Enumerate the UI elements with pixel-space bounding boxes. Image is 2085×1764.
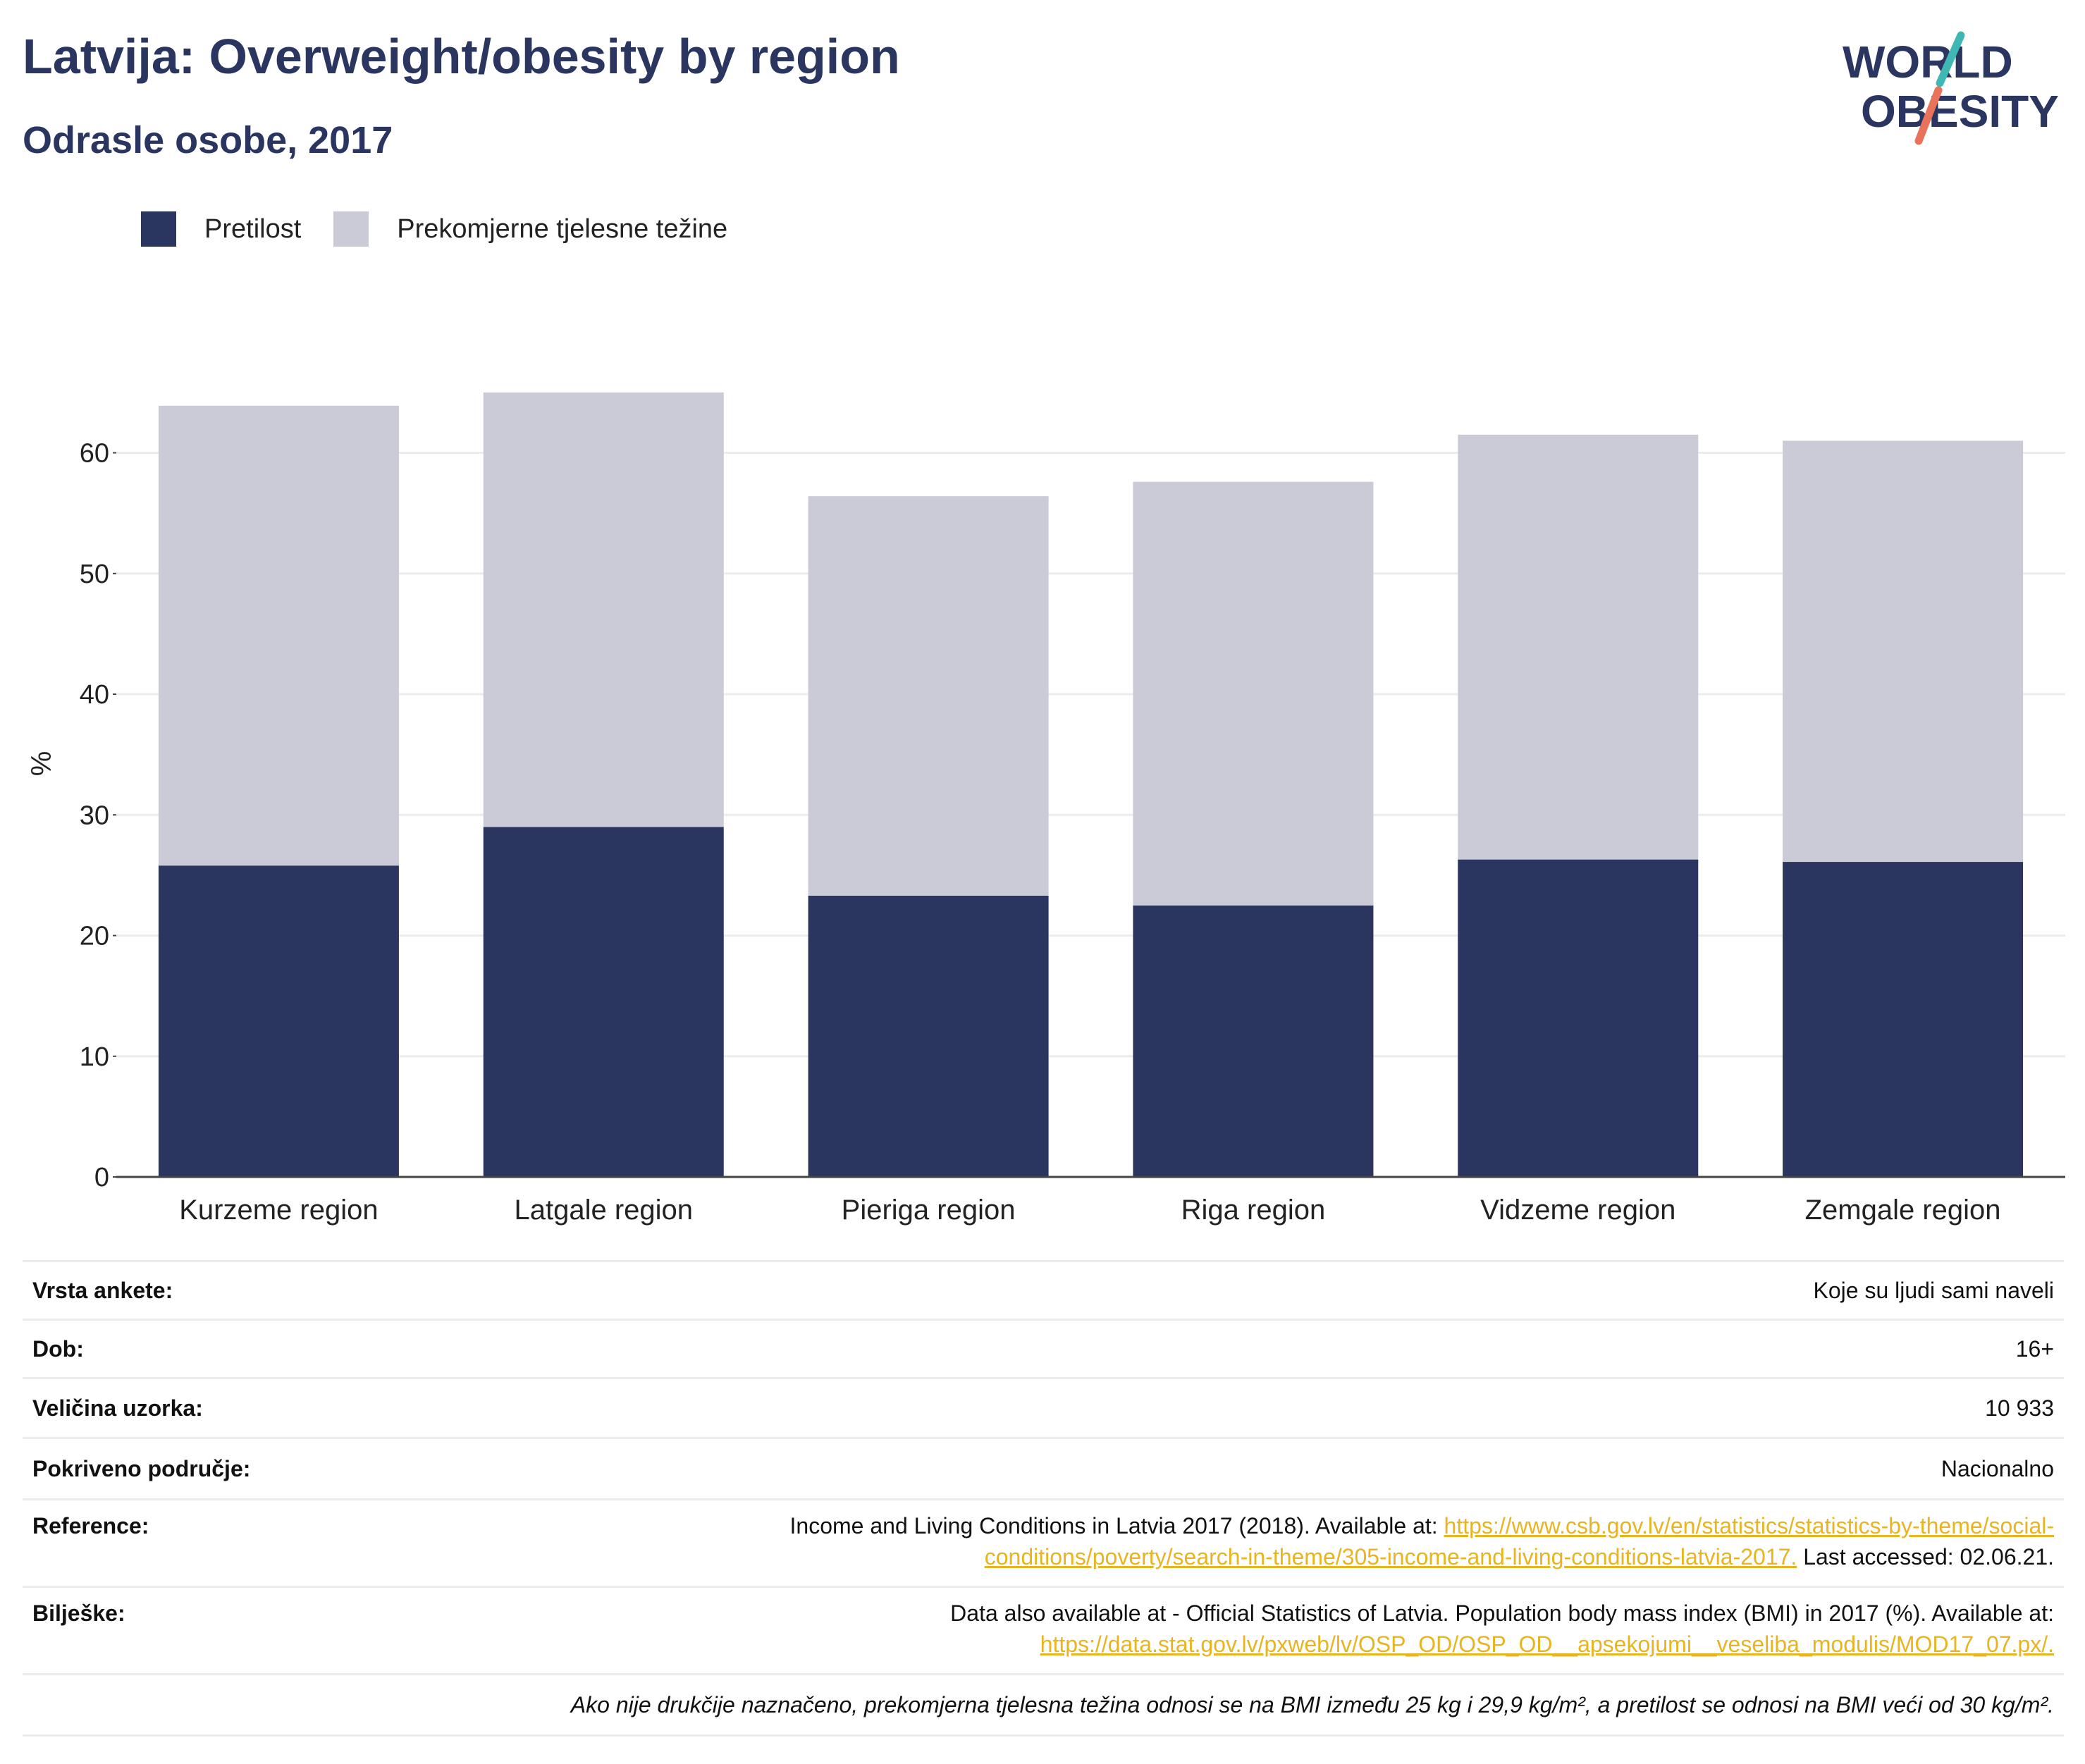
y-tick-label: 10 <box>80 1042 109 1072</box>
meta-label-sample: Veličina uzorka: <box>32 1395 203 1421</box>
meta-value-reference: Income and Living Conditions in Latvia 2… <box>23 1510 2064 1572</box>
chart-title: Latvija: Overweight/obesity by region <box>23 29 900 84</box>
meta-row-notes: Bilješke: Data also available at - Offic… <box>23 1586 2064 1673</box>
meta-label-reference: Reference: <box>32 1513 149 1538</box>
legend-label-obesity: Pretilost <box>204 214 302 244</box>
meta-label-survey: Vrsta ankete: <box>32 1278 173 1303</box>
bar-obesity-5[interactable] <box>1458 859 1699 1177</box>
y-tick-label: 20 <box>80 922 109 951</box>
legend-item-overweight[interactable]: Prekomjerne tjelesne težine <box>333 211 727 247</box>
bar-chart: 0 10 20 30 40 50 60% Kurzeme region Latgale regi… <box>26 392 2065 1226</box>
meta-row-age: Dob: 16+ <box>23 1319 2064 1377</box>
reference-link-part-1[interactable]: https://www.csb.gov.lv/en/statistics/sta… <box>1444 1513 2054 1538</box>
y-axis-label: % <box>26 751 57 777</box>
x-tick-label: Vidzeme region <box>1480 1195 1675 1226</box>
logo-line-1: WORLD <box>1843 37 2013 87</box>
meta-value-age: 16+ <box>2015 1336 2054 1362</box>
meta-value-survey: Koje su ljudi sami naveli <box>1813 1278 2055 1303</box>
logo-line-2: OBESITY <box>1861 86 2059 137</box>
bar-obesity-6[interactable] <box>1783 862 2024 1177</box>
meta-label-notes: Bilješke: <box>32 1600 125 1626</box>
reference-accessed: Last accessed: 02.06.21. <box>1797 1544 2054 1569</box>
bar-obesity-1[interactable] <box>158 865 399 1177</box>
x-tick-label: Pieriga region <box>842 1195 1016 1226</box>
bar-overweight-6[interactable] <box>1783 440 2024 863</box>
bar-overweight-5[interactable] <box>1458 434 1699 860</box>
y-tick-label: 60 <box>80 439 109 469</box>
chart-subtitle: Odrasle osobe, 2017 <box>23 119 393 161</box>
bar-obesity-4[interactable] <box>1133 905 1374 1177</box>
bar-overweight-1[interactable] <box>158 405 399 866</box>
reference-text: Income and Living Conditions in Latvia 2… <box>789 1513 1444 1538</box>
legend-swatch-overweight <box>333 211 369 247</box>
bar-obesity-3[interactable] <box>808 895 1049 1177</box>
logo-slash-teal <box>1936 31 1965 87</box>
world-obesity-logo: WORLD OBESITY <box>1843 31 2059 145</box>
legend-label-overweight: Prekomjerne tjelesne težine <box>397 214 728 244</box>
y-tick-label: 50 <box>80 560 109 589</box>
notes-text: Data also available at - Official Statis… <box>950 1600 2054 1626</box>
meta-value-sample: 10 933 <box>1985 1395 2054 1421</box>
meta-row-sample: Veličina uzorka: 10 933 <box>23 1377 2064 1437</box>
meta-value-notes: Data also available at - Official Statis… <box>23 1598 2064 1660</box>
legend: Pretilost Prekomjerne tjelesne težine <box>141 208 760 250</box>
reference-link-part-2[interactable]: conditions/poverty/search-in-theme/305-i… <box>984 1544 1797 1569</box>
x-tick-label: Latgale region <box>514 1195 693 1226</box>
meta-row-area: Pokriveno područje: Nacionalno <box>23 1437 2064 1498</box>
x-tick-label: Kurzeme region <box>179 1195 378 1226</box>
y-tick-label: 30 <box>80 801 109 830</box>
y-tick-label: 40 <box>80 680 109 710</box>
y-tick-label: 0 <box>94 1163 109 1192</box>
bar-overweight-3[interactable] <box>808 496 1049 896</box>
meta-value-area: Nacionalno <box>1941 1456 2054 1481</box>
footnote: Ako nije drukčije naznačeno, prekomjerna… <box>570 1692 2054 1717</box>
x-tick-label: Riga region <box>1181 1195 1326 1226</box>
legend-swatch-obesity <box>141 211 176 247</box>
legend-item-obesity[interactable]: Pretilost <box>141 211 301 247</box>
metadata-table: Vrsta ankete: Koje su ljudi sami naveli … <box>23 1260 2064 1737</box>
x-tick-label: Zemgale region <box>1805 1195 2001 1226</box>
meta-row-reference: Reference: Income and Living Conditions … <box>23 1498 2064 1586</box>
meta-row-footnote: Ako nije drukčije naznačeno, prekomjerna… <box>23 1673 2064 1737</box>
logo-slash-coral <box>1914 86 1943 145</box>
bar-overweight-2[interactable] <box>483 392 724 827</box>
meta-label-age: Dob: <box>32 1336 84 1362</box>
bar-obesity-2[interactable] <box>483 827 724 1177</box>
notes-link[interactable]: https://data.stat.gov.lv/pxweb/lv/OSP_OD… <box>1040 1632 2054 1657</box>
meta-label-area: Pokriveno područje: <box>32 1456 251 1481</box>
bar-overweight-4[interactable] <box>1133 481 1374 906</box>
meta-row-survey: Vrsta ankete: Koje su ljudi sami naveli <box>23 1260 2064 1319</box>
